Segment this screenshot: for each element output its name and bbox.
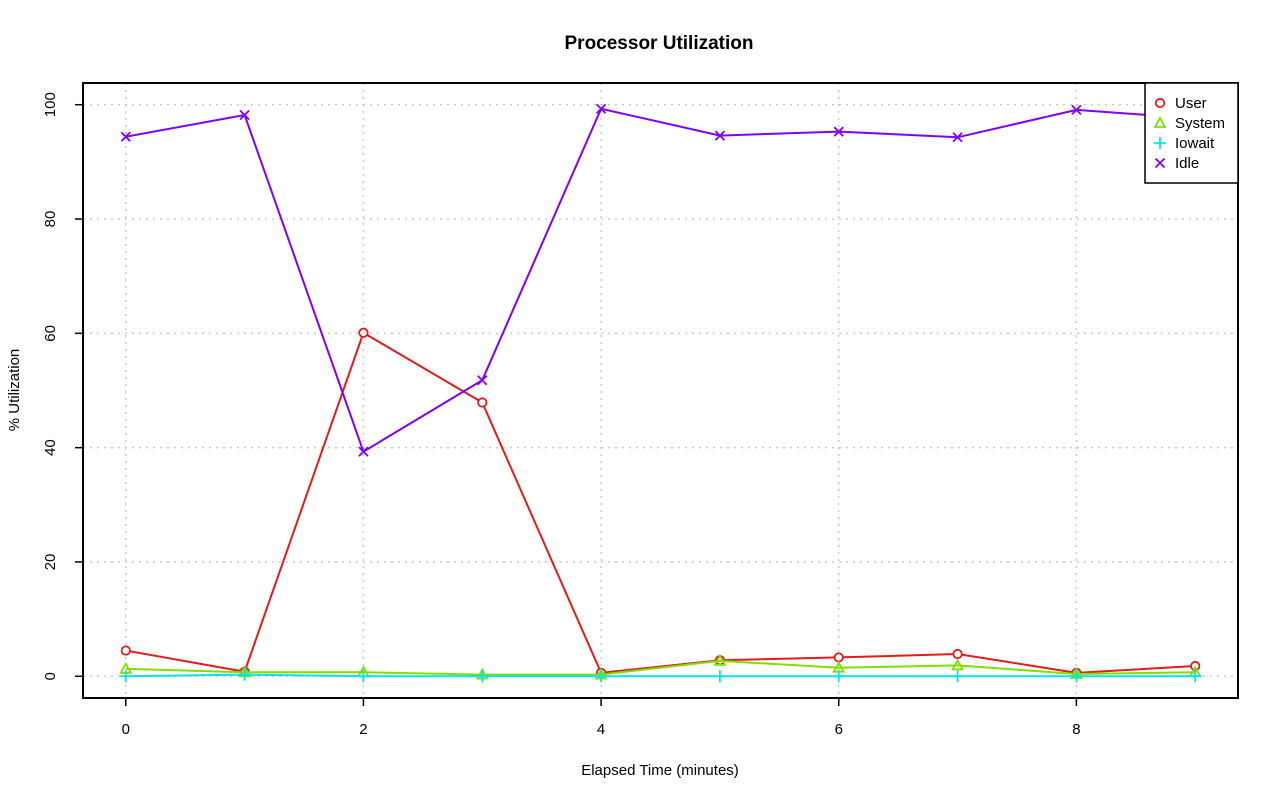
series-line-idle [125, 107, 1196, 454]
x-tick-label: 2 [359, 721, 367, 738]
data-point-user [952, 648, 963, 660]
legend-label-iowait: Iowait [1175, 135, 1215, 152]
data-point-user [833, 652, 844, 663]
data-point-user [358, 327, 369, 338]
legend-marker-system [1153, 116, 1167, 128]
x-tick-label: 8 [1072, 721, 1080, 738]
x-tick-label: 0 [122, 721, 130, 738]
data-point-idle [120, 131, 131, 142]
data-point-idle [595, 103, 607, 114]
data-point-idle [1071, 104, 1082, 115]
x-axis-label: Elapsed Time (minutes) [581, 762, 739, 779]
data-point-system [713, 653, 727, 666]
data-point-iowait [357, 670, 370, 683]
series-line-system [125, 659, 1196, 676]
y-axis-label: % Utilization [6, 349, 23, 432]
y-tick-label: 20 [42, 554, 59, 571]
plot-frame [82, 82, 1239, 699]
y-tick-label: 40 [42, 439, 59, 456]
data-point-user [477, 397, 488, 408]
legend-label-user: User [1175, 95, 1207, 112]
data-point-idle [239, 109, 250, 121]
series-idle [120, 103, 1201, 457]
series-line-user [125, 331, 1196, 674]
gridlines [83, 83, 1238, 698]
legend-entry-system: System [1153, 115, 1225, 132]
data-point-idle [952, 132, 963, 143]
legend-marker-user [1154, 97, 1166, 109]
x-tick-label: 4 [597, 721, 605, 738]
legend-entry-user: User [1154, 95, 1207, 112]
data-point-idle [833, 126, 844, 137]
chart-title: Processor Utilization [565, 33, 754, 54]
data-point-idle [358, 446, 369, 457]
data-point-iowait [951, 670, 964, 683]
legend-label-system: System [1175, 115, 1225, 132]
data-point-iowait [238, 668, 251, 681]
data-point-iowait [713, 670, 726, 683]
data-point-idle [714, 130, 726, 141]
x-tick-label: 6 [835, 721, 843, 738]
series-iowait [119, 668, 1202, 683]
legend: User System Iowait Idle [1144, 82, 1239, 184]
y-tick-label: 80 [42, 211, 59, 228]
data-point-iowait [476, 670, 489, 683]
plot-series [119, 103, 1202, 683]
legend-label-idle: Idle [1175, 155, 1199, 172]
data-point-iowait [119, 670, 132, 683]
y-tick-label: 100 [42, 92, 59, 117]
y-tick-label: 60 [42, 325, 59, 342]
series-user [120, 327, 1201, 678]
data-point-system [951, 658, 965, 671]
data-point-iowait [1189, 670, 1202, 683]
y-tick-label: 0 [42, 672, 59, 680]
legend-marker-iowait [1154, 137, 1166, 149]
series-line-iowait [125, 673, 1196, 678]
legend-entry-iowait: Iowait [1154, 135, 1215, 152]
legend-entry-idle: Idle [1154, 155, 1199, 172]
data-point-user [120, 645, 131, 656]
legend-marker-idle [1154, 157, 1166, 169]
data-point-iowait [1070, 670, 1083, 683]
data-point-iowait [832, 670, 845, 683]
data-point-iowait [595, 670, 608, 683]
data-point-idle [477, 375, 488, 386]
